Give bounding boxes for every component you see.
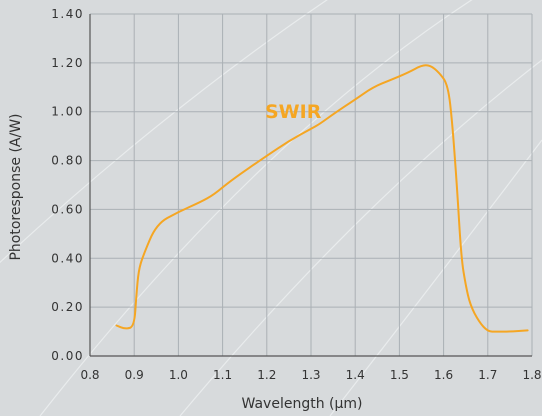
x-tick-label: 1.6 <box>434 368 453 382</box>
swir-annotation: SWIR <box>265 101 322 123</box>
grid <box>89 13 533 357</box>
x-tick-label: 0.9 <box>125 368 144 382</box>
background-arc <box>179 59 542 416</box>
photoresponse-series-line <box>115 64 529 333</box>
x-tick-label: 1.2 <box>257 368 276 382</box>
background-arc <box>0 0 328 264</box>
y-tick-labels: 0.00 0.20 0.40 0.60 0.80 1.00 1.20 1.40 <box>51 7 84 363</box>
y-tick-label: 0.80 <box>51 154 84 168</box>
background-arc <box>329 139 542 416</box>
series <box>115 64 529 333</box>
x-tick-label: 1.1 <box>213 368 232 382</box>
x-tick-labels: 0.8 0.9 1.0 1.1 1.2 1.3 1.4 1.5 1.6 1.7 1.8 <box>80 368 541 382</box>
y-tick-label: 1.20 <box>51 56 84 70</box>
y-tick-label: 0.20 <box>51 300 84 314</box>
y-tick-label: 1.40 <box>51 7 84 21</box>
x-tick-label: 1.8 <box>522 368 541 382</box>
axes <box>89 14 532 357</box>
x-tick-label: 1.5 <box>390 368 409 382</box>
x-tick-label: 1.4 <box>346 368 365 382</box>
x-tick-label: 1.3 <box>301 368 320 382</box>
x-axis-title: Wavelength (µm) <box>242 396 363 412</box>
x-tick-label: 1.7 <box>478 368 497 382</box>
x-tick-label: 0.8 <box>80 368 99 382</box>
y-tick-label: 0.60 <box>51 202 84 216</box>
y-tick-label: 0.40 <box>51 251 84 265</box>
background-arc <box>39 0 473 416</box>
x-tick-label: 1.0 <box>169 368 188 382</box>
y-tick-label: 0.00 <box>51 349 84 363</box>
y-tick-label: 1.00 <box>51 105 84 119</box>
y-axis-title: Photoresponse (A/W) <box>8 113 24 260</box>
